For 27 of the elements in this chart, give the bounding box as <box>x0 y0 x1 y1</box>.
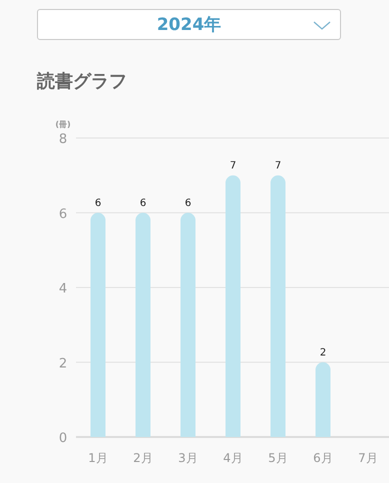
x-tick-label: 5月 <box>268 451 288 465</box>
y-tick-label: 8 <box>58 132 68 147</box>
data-label: 7 <box>274 160 282 172</box>
bar <box>226 175 240 437</box>
bar <box>270 175 286 437</box>
y-tick-label: 6 <box>58 206 68 222</box>
data-label: 6 <box>94 198 102 209</box>
data-label: 6 <box>140 198 146 209</box>
y-tick-label: 2 <box>58 356 68 372</box>
bar <box>136 212 150 437</box>
x-tick-label: 1月 <box>88 451 108 465</box>
x-tick-label: 4月 <box>223 451 243 465</box>
bar <box>180 212 196 437</box>
y-axis-title: (冊) <box>55 120 71 129</box>
x-tick-label: 6月 <box>313 451 333 465</box>
y-tick-label: 4 <box>58 282 68 296</box>
data-label: 2 <box>320 347 326 358</box>
data-label: 7 <box>230 160 236 172</box>
x-tick-label: 2月 <box>133 451 153 465</box>
x-tick-label: 3月 <box>178 451 198 465</box>
chart-title: 読書グラフ <box>37 70 127 93</box>
bar <box>90 212 106 437</box>
x-tick-label: 7月 <box>358 451 378 465</box>
chart-subtitle: 2024年 <box>156 14 222 36</box>
y-tick-label: 0 <box>58 431 68 446</box>
data-label: 6 <box>184 198 192 209</box>
bar <box>316 362 330 437</box>
